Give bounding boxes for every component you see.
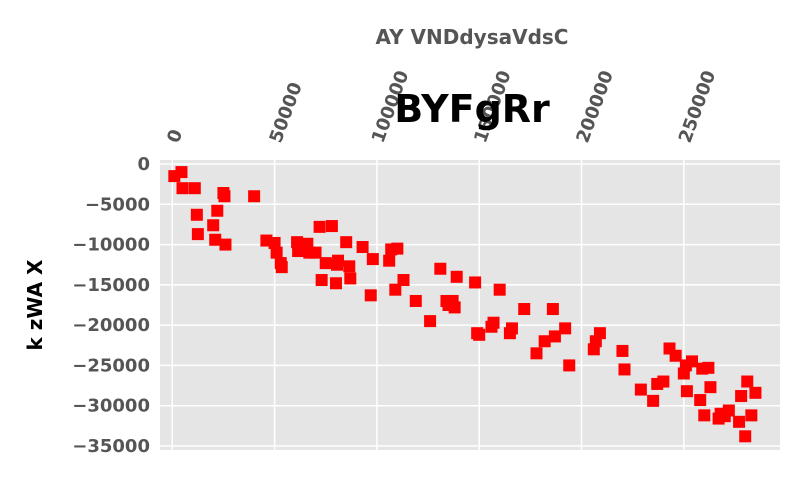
data-point (493, 283, 506, 296)
data-point (657, 375, 670, 388)
data-point (364, 289, 377, 302)
y-axis-label: k zWA X (23, 259, 47, 351)
data-point (722, 404, 735, 417)
data-point (191, 228, 204, 241)
data-point (548, 330, 561, 343)
plot-area-background (160, 160, 780, 450)
data-point (530, 347, 543, 360)
data-point (698, 409, 711, 422)
y-tick-labels: 0 −5000 −10000 −15000 −20000 −25000 −30000 −350… (72, 154, 150, 457)
data-points (168, 166, 762, 443)
data-point (702, 361, 715, 374)
data-point (735, 390, 748, 403)
data-point (211, 204, 224, 217)
data-point (745, 409, 758, 422)
data-point (319, 257, 332, 270)
data-point (292, 245, 305, 258)
y-tick-label: −35000 (72, 436, 150, 457)
data-point (176, 182, 189, 195)
data-point (315, 274, 328, 287)
data-point (391, 242, 404, 255)
data-point (448, 301, 461, 314)
data-point (325, 220, 338, 233)
data-point (593, 327, 606, 340)
data-point (680, 385, 693, 398)
data-point (366, 253, 379, 266)
data-point (389, 283, 402, 296)
x-tick-label: 50000 (266, 80, 307, 146)
data-point (669, 349, 682, 362)
data-point (268, 236, 281, 249)
data-point (424, 315, 437, 328)
data-point (733, 415, 746, 428)
data-point (559, 322, 572, 335)
data-point (397, 274, 410, 287)
x-tick-label: 200000 (572, 68, 617, 146)
data-point (219, 238, 232, 251)
grid-lines (160, 160, 780, 450)
data-point (209, 233, 222, 246)
y-tick-label: −30000 (72, 396, 150, 417)
x-tick-label: 250000 (675, 68, 720, 146)
data-point (694, 394, 707, 407)
data-point (175, 166, 188, 179)
data-point (188, 182, 201, 195)
y-tick-label: −20000 (72, 315, 150, 336)
data-point (749, 386, 762, 399)
y-tick-label: −10000 (72, 235, 150, 256)
data-point (686, 355, 699, 368)
y-tick-label: −15000 (72, 275, 150, 296)
data-point (190, 208, 203, 221)
data-point (739, 430, 752, 443)
chart-title: BYFgRr (394, 87, 550, 131)
data-point (313, 220, 326, 233)
data-point (563, 359, 576, 372)
data-point (618, 363, 631, 376)
data-point (275, 261, 288, 274)
data-point (207, 219, 220, 232)
data-point (473, 328, 486, 341)
data-point (329, 277, 342, 290)
data-point (270, 246, 283, 259)
data-point (344, 272, 357, 285)
data-point (616, 344, 629, 357)
y-tick-label: −5000 (85, 194, 150, 215)
data-point (218, 190, 231, 203)
data-point (383, 254, 396, 267)
data-point (518, 303, 531, 316)
data-point (505, 322, 518, 335)
x-tick-label: 0 (163, 127, 187, 146)
data-point (741, 375, 754, 388)
data-point (330, 258, 343, 271)
data-point (450, 270, 463, 283)
data-point (647, 394, 660, 407)
data-point (340, 236, 353, 249)
data-point (409, 294, 422, 307)
data-point (343, 260, 356, 273)
x-axis-label: AY VNDdysaVdsC (376, 25, 569, 49)
data-point (487, 316, 500, 329)
data-point (434, 262, 447, 275)
data-point (356, 241, 369, 253)
data-point (634, 383, 647, 396)
data-point (704, 381, 717, 394)
data-point (309, 246, 322, 259)
y-tick-label: 0 (137, 154, 150, 175)
data-point (248, 190, 261, 203)
data-point (546, 303, 559, 316)
y-tick-label: −25000 (72, 355, 150, 376)
data-point (469, 276, 482, 289)
data-point (538, 335, 551, 348)
